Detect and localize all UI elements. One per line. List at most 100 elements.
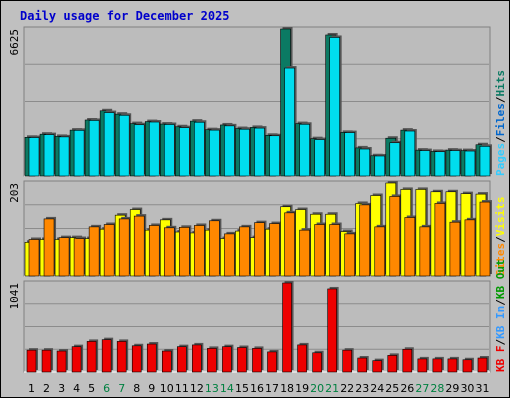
bar-sites-18 xyxy=(284,212,295,277)
x-tick-label: 25 xyxy=(385,382,399,395)
legend-separator: / xyxy=(494,136,507,143)
bar-kbf-29 xyxy=(447,358,458,373)
bar-kbf-30 xyxy=(462,359,473,373)
legend-entry: Files xyxy=(494,103,507,136)
bar-kbf-26 xyxy=(402,348,413,373)
bar-sites-14 xyxy=(224,233,235,277)
x-tick-label: 24 xyxy=(370,382,384,395)
bar-kbf-1 xyxy=(26,349,37,373)
bar-sites-10 xyxy=(163,227,175,277)
bar-files-14 xyxy=(224,125,235,177)
bar-kbf-22 xyxy=(342,349,352,373)
bar-files-21 xyxy=(329,37,340,177)
bar-files-5 xyxy=(88,120,100,177)
bar-kbf-27 xyxy=(417,358,428,373)
bar-kbf-21 xyxy=(327,288,337,373)
bar-sites-17 xyxy=(269,223,280,277)
bar-sites-19 xyxy=(299,229,310,277)
legend-separator: / xyxy=(494,236,507,243)
bar-kbf-18 xyxy=(282,282,292,373)
x-tick-label: 14 xyxy=(220,382,234,395)
x-tick-label: 22 xyxy=(340,382,354,395)
legend-entry: KB In xyxy=(494,306,507,339)
bar-kbf-14 xyxy=(222,346,232,373)
x-tick-label: 16 xyxy=(250,382,264,395)
bar-kbf-8 xyxy=(131,345,142,373)
legend-visits-sites: Sites/Visits xyxy=(494,197,507,277)
bar-kbf-11 xyxy=(177,346,187,373)
bar-kbf-5 xyxy=(86,341,97,373)
bar-sites-31 xyxy=(479,201,491,277)
bar-sites-12 xyxy=(194,225,205,277)
bar-kbf-16 xyxy=(252,348,262,373)
legend-entry: Hits xyxy=(494,70,507,97)
x-tick-label: 7 xyxy=(118,382,125,395)
x-tick-label: 27 xyxy=(415,382,429,395)
bar-sites-28 xyxy=(434,203,446,277)
x-tick-label: 30 xyxy=(460,382,474,395)
bar-files-28 xyxy=(434,151,446,177)
bar-files-24 xyxy=(374,155,386,177)
bar-sites-21 xyxy=(329,224,340,277)
x-tick-label: 4 xyxy=(73,382,80,395)
x-tick-label: 18 xyxy=(280,382,294,395)
bar-files-19 xyxy=(299,123,310,177)
legend-entry: Pages xyxy=(494,143,507,176)
bar-files-3 xyxy=(58,136,70,177)
bar-files-12 xyxy=(194,121,205,177)
x-tick-label: 5 xyxy=(88,382,95,395)
bar-kbf-13 xyxy=(207,348,217,373)
bar-files-16 xyxy=(254,127,265,177)
bar-kbf-10 xyxy=(161,350,172,373)
bar-kbf-31 xyxy=(477,357,488,373)
bar-kbf-3 xyxy=(56,350,67,373)
bar-kbf-17 xyxy=(267,351,277,373)
x-tick-label: 9 xyxy=(148,382,155,395)
bar-kbf-12 xyxy=(192,344,202,373)
bar-sites-4 xyxy=(73,238,85,277)
bar-files-6 xyxy=(103,112,115,177)
legend-kbytes: KB F/KB In/KB Out xyxy=(494,259,507,372)
x-tick-label: 17 xyxy=(265,382,279,395)
x-tick-label: 1 xyxy=(28,382,35,395)
bar-sites-2 xyxy=(43,218,55,277)
bar-sites-29 xyxy=(449,221,461,277)
bar-sites-27 xyxy=(419,226,431,277)
bar-files-10 xyxy=(163,124,175,177)
bar-files-17 xyxy=(269,135,280,177)
bar-files-1 xyxy=(28,137,40,177)
y-max-label: 1041 xyxy=(8,283,21,310)
bar-sites-16 xyxy=(254,222,265,277)
x-tick-label: 15 xyxy=(235,382,249,395)
bar-sites-9 xyxy=(148,225,160,277)
bar-sites-11 xyxy=(179,227,190,277)
x-tick-label: 28 xyxy=(430,382,444,395)
bar-sites-8 xyxy=(133,215,145,277)
bar-kbf-24 xyxy=(372,360,383,373)
bar-files-4 xyxy=(73,130,85,177)
bar-sites-23 xyxy=(359,204,371,277)
bar-kbf-20 xyxy=(312,352,322,373)
bar-sites-6 xyxy=(103,224,115,277)
bar-sites-7 xyxy=(118,218,130,277)
y-max-label: 203 xyxy=(8,183,21,203)
x-tick-label: 31 xyxy=(475,382,489,395)
legend-separator: / xyxy=(494,339,507,346)
x-tick-label: 2 xyxy=(43,382,50,395)
x-tick-label: 13 xyxy=(205,382,219,395)
bar-kbf-28 xyxy=(432,358,443,373)
bar-kbf-25 xyxy=(387,355,398,373)
bar-sites-25 xyxy=(389,196,401,277)
bar-files-26 xyxy=(404,130,416,177)
x-tick-label: 19 xyxy=(295,382,309,395)
x-tick-label: 29 xyxy=(445,382,459,395)
bar-files-22 xyxy=(344,132,355,177)
y-max-label: 6625 xyxy=(8,29,21,56)
bar-sites-22 xyxy=(344,233,355,277)
bar-sites-1 xyxy=(28,239,40,277)
bar-files-8 xyxy=(133,124,145,177)
bar-kbf-6 xyxy=(101,339,112,373)
bar-sites-30 xyxy=(464,219,476,277)
bar-files-25 xyxy=(389,142,401,177)
